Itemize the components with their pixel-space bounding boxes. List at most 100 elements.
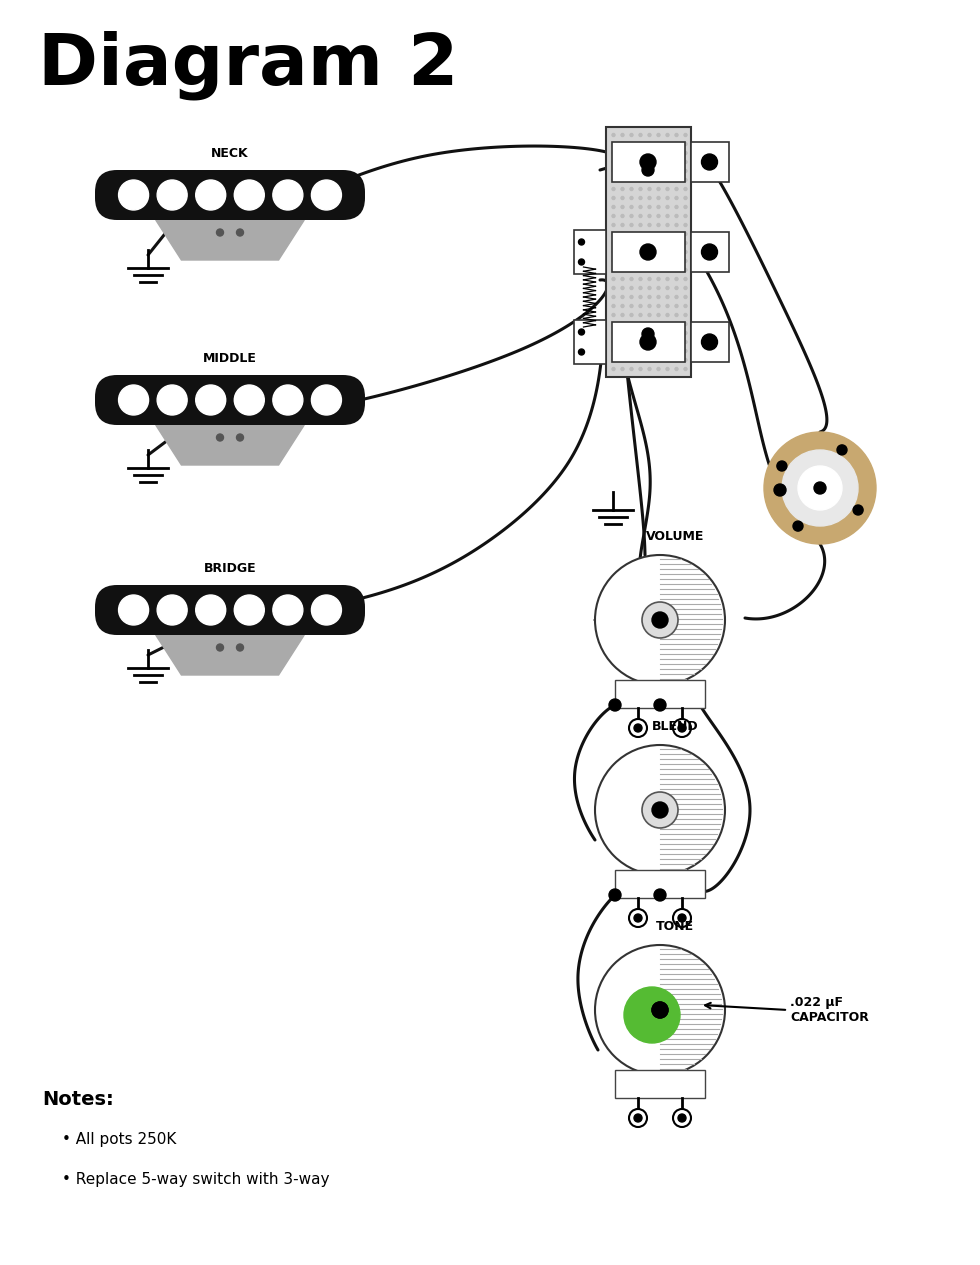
Circle shape [642,245,654,258]
Circle shape [657,134,660,137]
Circle shape [652,1002,668,1018]
Circle shape [630,259,633,263]
Circle shape [312,385,341,415]
Circle shape [666,349,669,353]
Circle shape [684,250,687,253]
Circle shape [612,358,615,362]
Circle shape [630,305,633,307]
Circle shape [657,196,660,200]
Bar [615,870,705,898]
Circle shape [675,331,678,334]
Circle shape [684,331,687,334]
Circle shape [675,277,678,281]
Circle shape [609,700,621,711]
Circle shape [648,196,651,200]
Circle shape [640,244,656,261]
Circle shape [675,196,678,200]
Circle shape [684,349,687,353]
Circle shape [684,178,687,181]
Circle shape [648,242,651,244]
Circle shape [612,296,615,299]
Polygon shape [156,635,304,676]
Circle shape [666,340,669,344]
Circle shape [798,466,842,510]
Circle shape [684,340,687,344]
Circle shape [621,215,624,218]
Circle shape [639,331,642,334]
Circle shape [629,719,647,737]
Circle shape [612,268,615,272]
Circle shape [648,187,651,191]
Circle shape [666,323,669,325]
Circle shape [648,161,651,163]
Circle shape [612,224,615,226]
Circle shape [595,555,725,686]
Circle shape [621,368,624,371]
Circle shape [675,242,678,244]
Circle shape [666,205,669,209]
Circle shape [657,358,660,362]
Circle shape [642,992,678,1028]
Circle shape [639,242,642,244]
Circle shape [837,445,847,455]
Circle shape [578,349,584,355]
Circle shape [621,358,624,362]
Circle shape [630,152,633,154]
Circle shape [675,224,678,226]
Circle shape [814,482,826,495]
Circle shape [666,187,669,191]
Circle shape [684,358,687,362]
Circle shape [630,323,633,325]
Circle shape [657,233,660,235]
Circle shape [648,215,651,218]
Circle shape [639,196,642,200]
Circle shape [621,170,624,172]
Circle shape [684,259,687,263]
Circle shape [609,889,621,901]
Circle shape [236,644,243,651]
Circle shape [639,358,642,362]
Circle shape [666,170,669,172]
Circle shape [621,178,624,181]
Circle shape [657,205,660,209]
Circle shape [630,134,633,137]
Circle shape [639,143,642,145]
Circle shape [621,242,624,244]
Circle shape [630,331,633,334]
Circle shape [673,910,691,927]
Circle shape [702,154,717,170]
Circle shape [675,161,678,163]
Text: BLEND: BLEND [652,720,699,732]
Circle shape [666,143,669,145]
Circle shape [666,305,669,307]
Circle shape [675,340,678,344]
Circle shape [621,286,624,290]
Circle shape [630,224,633,226]
Circle shape [621,323,624,325]
Text: .022 μF
CAPACITOR: .022 μF CAPACITOR [790,996,869,1023]
Circle shape [675,143,678,145]
Circle shape [675,305,678,307]
Circle shape [678,915,686,922]
Circle shape [578,239,584,245]
Circle shape [639,296,642,299]
Circle shape [675,187,678,191]
Circle shape [612,143,615,145]
Circle shape [612,277,615,281]
Circle shape [657,161,660,163]
Bar [573,230,606,275]
Circle shape [648,331,651,334]
Circle shape [639,259,642,263]
Circle shape [652,612,668,627]
Circle shape [684,143,687,145]
Circle shape [666,259,669,263]
Circle shape [657,331,660,334]
Circle shape [612,233,615,235]
Circle shape [684,205,687,209]
Circle shape [639,340,642,344]
Circle shape [634,915,642,922]
Circle shape [634,1114,642,1122]
Circle shape [595,745,725,875]
Circle shape [621,134,624,137]
Circle shape [782,450,858,526]
